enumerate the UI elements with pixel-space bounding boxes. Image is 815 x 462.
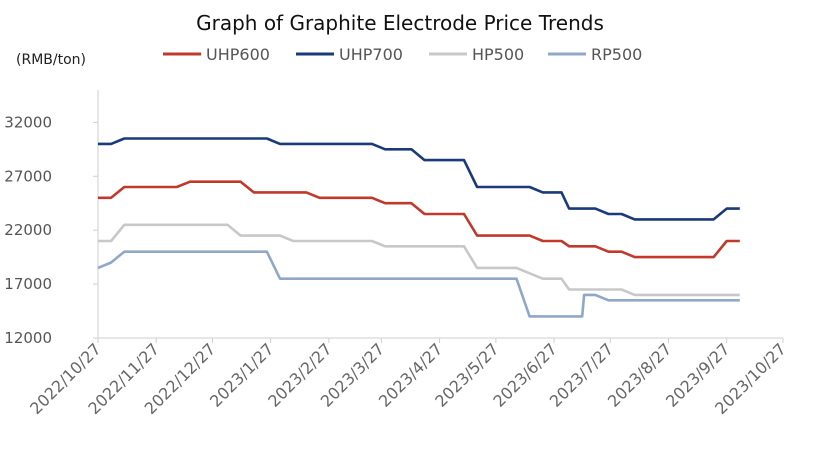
x-axis-ticks: 2022/10/272022/11/272022/12/272023/1/272… bbox=[26, 338, 790, 418]
legend-label-uhp600: UHP600 bbox=[206, 45, 270, 64]
y-tick-label: 32000 bbox=[4, 113, 52, 131]
chart-title: Graph of Graphite Electrode Price Trends bbox=[196, 11, 604, 35]
y-tick-label: 12000 bbox=[4, 329, 52, 347]
series-lines bbox=[97, 137, 740, 318]
y-axis-unit-label: (RMB/ton) bbox=[16, 52, 86, 68]
series-line-hp500 bbox=[98, 223, 740, 297]
series-line-uhp700 bbox=[98, 137, 740, 221]
y-axis-ticks: 12000 17000 22000 27000 32000 bbox=[4, 113, 98, 347]
y-tick-label: 17000 bbox=[4, 275, 52, 293]
legend-label-hp500: HP500 bbox=[472, 45, 524, 64]
legend-label-rp500: RP500 bbox=[591, 45, 642, 64]
series-line-rp500 bbox=[97, 250, 740, 318]
legend-label-uhp700: UHP700 bbox=[339, 45, 403, 64]
legend: UHP600 UHP700 HP500 RP500 bbox=[163, 45, 642, 64]
series-line-uhp600 bbox=[98, 180, 740, 259]
y-tick-label: 27000 bbox=[4, 167, 52, 185]
y-tick-label: 22000 bbox=[4, 221, 52, 239]
